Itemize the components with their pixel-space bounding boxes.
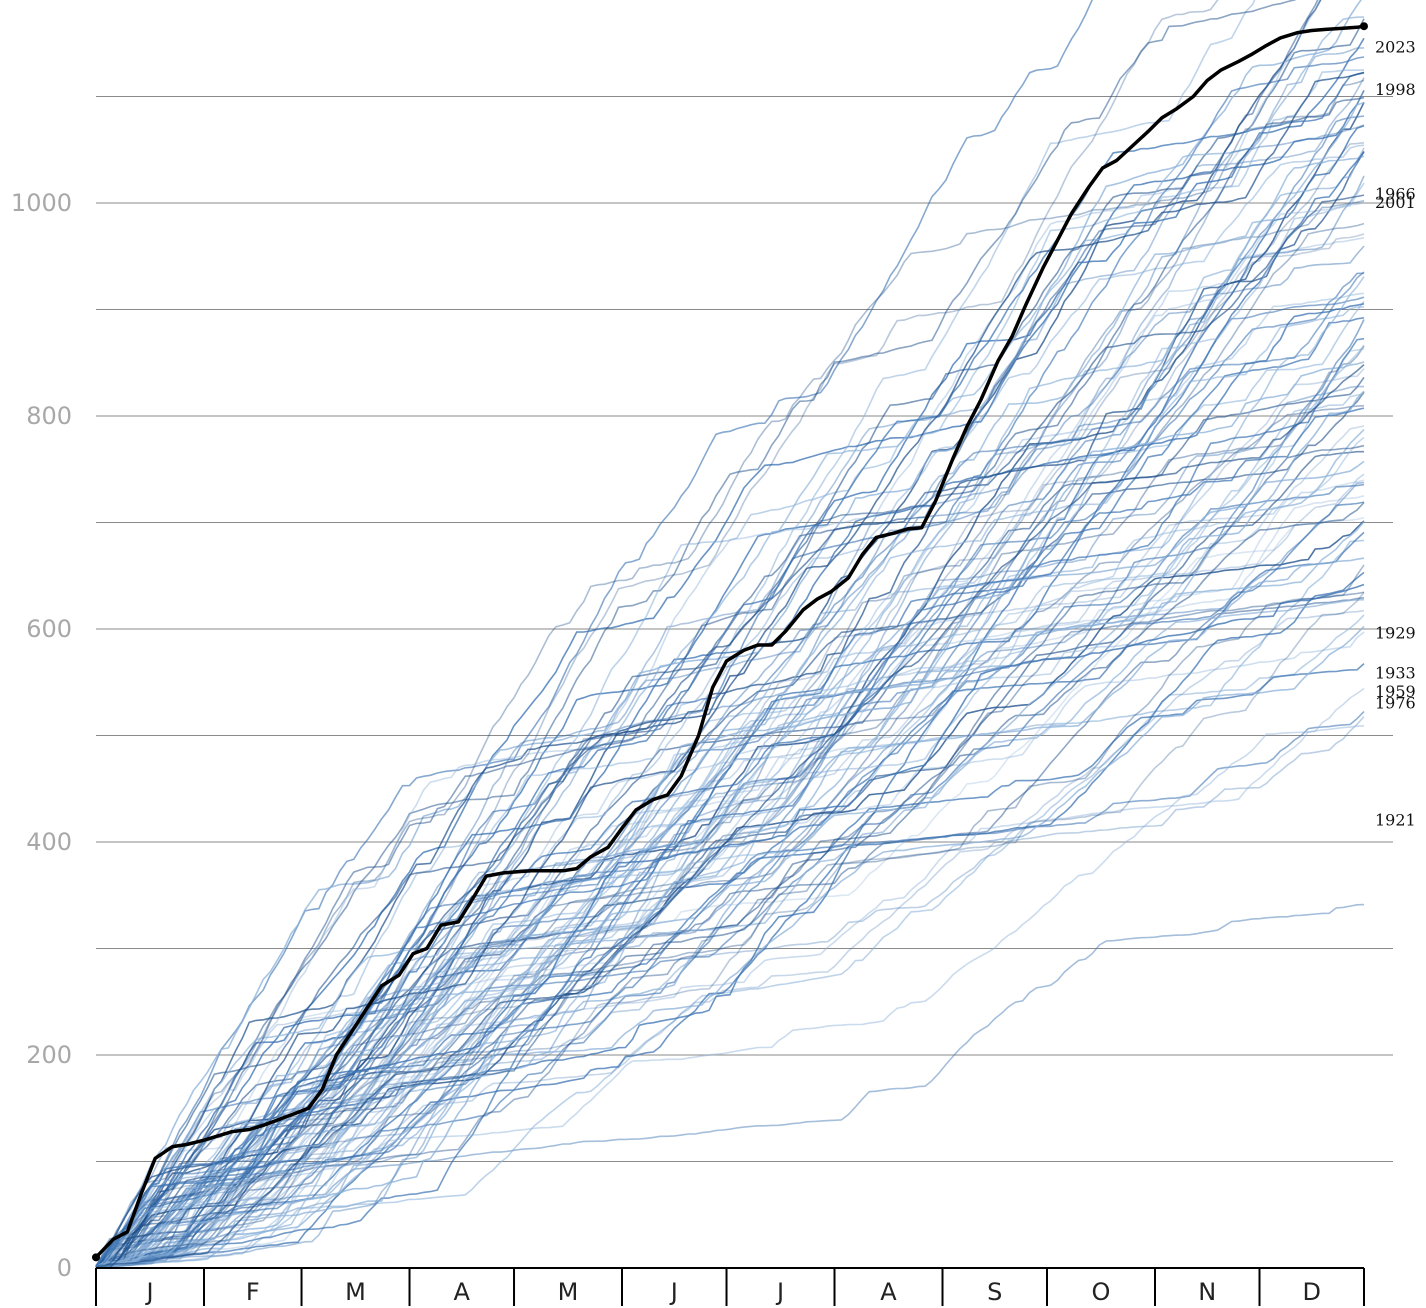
year-line (95, 368, 1365, 1268)
year-label: 1976 (1375, 694, 1416, 713)
year-line (95, 501, 1365, 1269)
year-line (95, 344, 1365, 1268)
year-line (95, 0, 1297, 1267)
year-line (95, 16, 1365, 1268)
year-line (95, 390, 1365, 1269)
month-label: J (144, 1278, 153, 1306)
year-line (95, 405, 1365, 1268)
highlight-start-dot (92, 1253, 100, 1262)
year-line (95, 77, 1365, 1268)
year-line (95, 0, 1093, 1267)
year-line (95, 407, 1365, 1267)
year-line (95, 393, 1365, 1268)
year-line (95, 687, 1365, 1268)
year-line (95, 0, 1319, 1260)
y-tick-label: 800 (26, 402, 72, 430)
month-label: J (775, 1278, 784, 1306)
year-label: 2023 (1375, 38, 1416, 57)
year-line (95, 194, 1365, 1269)
year-line (95, 460, 1365, 1269)
month-label: S (987, 1278, 1002, 1306)
year-line (95, 0, 1321, 1269)
year-line (95, 725, 1365, 1269)
highlight-series (92, 22, 1368, 1262)
year-line (95, 495, 1365, 1268)
y-tick-label: 1000 (11, 189, 72, 217)
year-line (95, 124, 1365, 1269)
year-label: 2001 (1375, 193, 1416, 212)
y-tick-label: 600 (26, 615, 72, 643)
year-line (95, 124, 1365, 1269)
year-series (95, 0, 1365, 1269)
year-line (95, 115, 1365, 1267)
year-line (95, 296, 1365, 1268)
year-line (95, 306, 1365, 1268)
year-line (95, 614, 1365, 1269)
year-line (95, 319, 1365, 1267)
year-line (95, 347, 1365, 1269)
year-line (95, 0, 1322, 1269)
year-label: 1929 (1375, 623, 1416, 642)
year-line (95, 425, 1365, 1269)
y-tick-label: 0 (57, 1254, 72, 1282)
year-line (95, 444, 1365, 1267)
year-line (95, 71, 1365, 1268)
year-line (95, 37, 1365, 1267)
y-axis-labels: 0 200 400 600 800 1000 (11, 189, 72, 1282)
year-line (96, 625, 1365, 1269)
year-label: 1921 (1375, 811, 1416, 830)
year-line (95, 142, 1365, 1267)
year-line (95, 155, 1365, 1269)
year-line (95, 0, 1219, 1268)
year-line (95, 564, 1365, 1269)
year-line (95, 245, 1365, 1269)
year-line (95, 364, 1365, 1268)
year-line (95, 79, 1365, 1267)
year-line (95, 200, 1365, 1267)
month-label: A (454, 1278, 471, 1306)
year-line (95, 276, 1365, 1268)
month-label: D (1303, 1278, 1321, 1306)
y-tick-label: 200 (26, 1041, 72, 1069)
year-label: 1998 (1375, 80, 1416, 99)
month-label: A (880, 1278, 897, 1306)
year-line (95, 583, 1365, 1268)
month-label: O (1092, 1278, 1111, 1306)
year-line (95, 56, 1365, 1267)
year-line (95, 201, 1365, 1268)
year-line (95, 147, 1365, 1269)
year-line (95, 337, 1365, 1268)
year-line (95, 385, 1364, 1269)
year-line (95, 96, 1365, 1268)
year-line (95, 361, 1365, 1267)
month-label: J (669, 1278, 678, 1306)
month-label: F (246, 1278, 260, 1306)
year-line (95, 521, 1365, 1269)
year-label: 1959 (1375, 682, 1416, 701)
year-line (95, 557, 1365, 1269)
month-label: M (558, 1278, 579, 1306)
year-line (95, 473, 1365, 1268)
year-line (95, 479, 1365, 1269)
highlight-end-dot (1360, 22, 1368, 31)
y-tick-label: 400 (26, 828, 72, 856)
year-line (95, 571, 1365, 1268)
year-label: 1966 (1375, 184, 1416, 203)
year-label: 1933 (1375, 664, 1416, 683)
year-line (95, 436, 1365, 1268)
year-line (95, 591, 1365, 1268)
month-label: N (1198, 1278, 1216, 1306)
year-line (95, 903, 1365, 1269)
month-label: M (345, 1278, 366, 1306)
year-line (95, 591, 1365, 1268)
highlight-line (94, 24, 1365, 1259)
